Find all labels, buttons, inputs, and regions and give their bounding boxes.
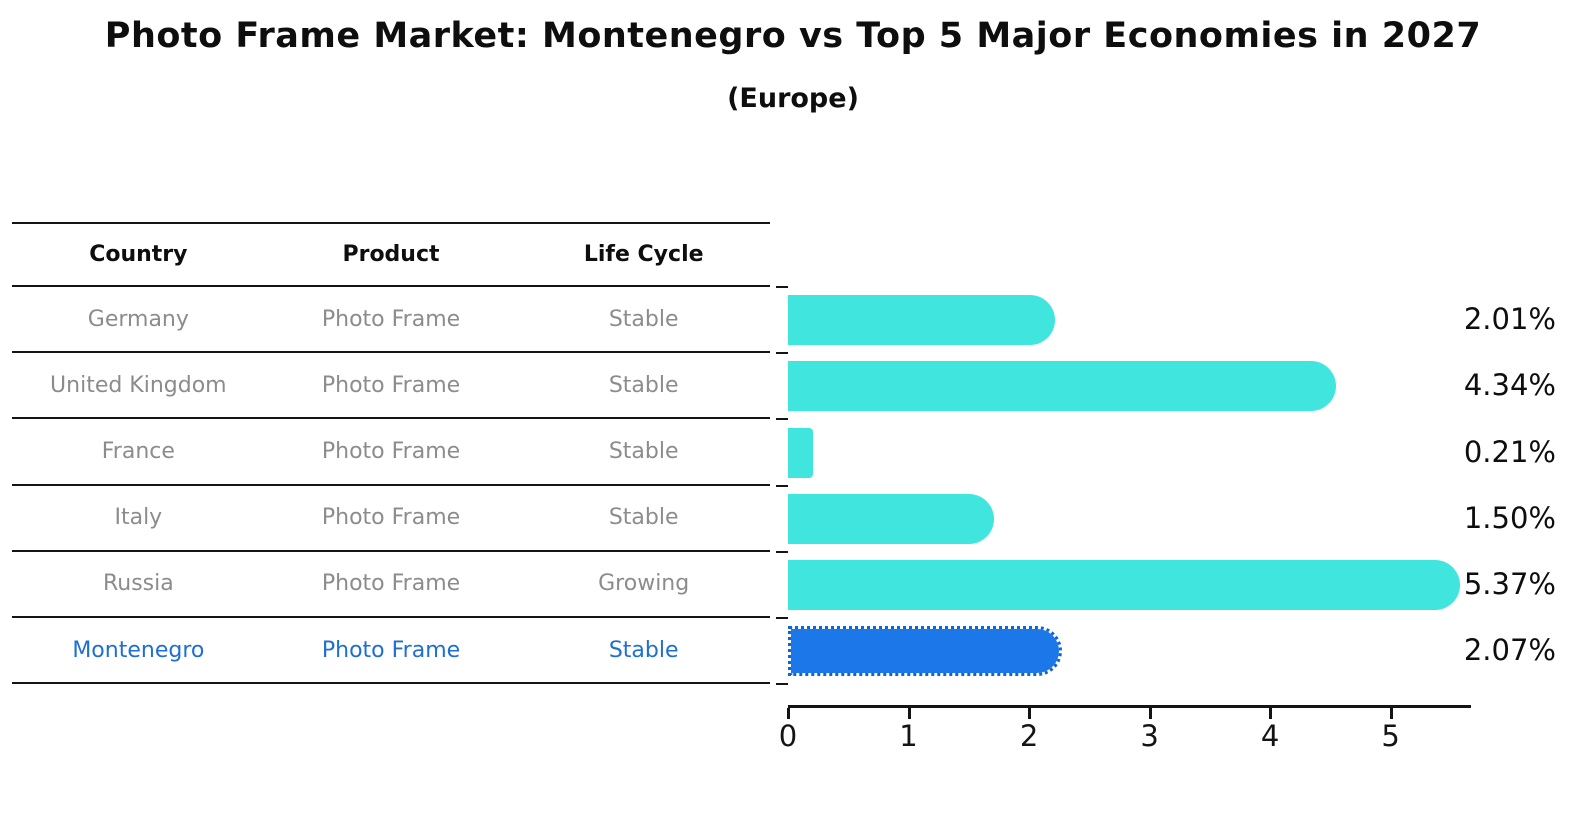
bar-france xyxy=(788,427,814,478)
cell-country: Germany xyxy=(87,306,189,332)
cell-country: Montenegro xyxy=(72,637,205,663)
bar-russia xyxy=(788,559,1461,610)
table-row-italy: Italy Photo Frame Stable xyxy=(12,486,770,552)
x-tick-5 xyxy=(1389,708,1393,719)
cell-country: Italy xyxy=(114,505,163,531)
value-label-montenegro: 2.07% xyxy=(1463,633,1556,668)
value-label-united-kingdom: 4.34% xyxy=(1463,368,1556,403)
bar-italy xyxy=(788,493,994,544)
y-tick-1 xyxy=(776,352,788,355)
cell-product: Photo Frame xyxy=(321,637,461,663)
value-label-russia: 5.37% xyxy=(1463,566,1556,601)
cell-product: Photo Frame xyxy=(321,372,461,398)
table-header-product: Product xyxy=(342,242,440,267)
x-axis-line xyxy=(788,705,1471,708)
x-tick-1 xyxy=(907,708,911,719)
chart-title: Photo Frame Market: Montenegro vs Top 5 … xyxy=(104,16,1482,56)
chart-subtitle: (Europe) xyxy=(727,83,859,114)
y-tick-5 xyxy=(776,617,788,619)
cell-lifecycle: Growing xyxy=(598,571,690,597)
x-tick-3 xyxy=(1148,708,1152,719)
y-tick-6 xyxy=(776,683,788,686)
cell-product: Photo Frame xyxy=(321,505,461,531)
x-tick-label-1: 1 xyxy=(899,719,918,753)
table-header-country: Country xyxy=(89,242,188,267)
x-tick-label-0: 0 xyxy=(778,719,798,753)
x-tick-2 xyxy=(1028,708,1032,719)
cell-country: United Kingdom xyxy=(50,372,227,398)
bar-united-kingdom xyxy=(788,361,1337,412)
value-label-germany: 2.01% xyxy=(1463,302,1556,337)
bar-germany xyxy=(788,295,1056,346)
cell-lifecycle: Stable xyxy=(608,505,679,531)
x-tick-label-4: 4 xyxy=(1260,719,1280,753)
x-tick-label-5: 5 xyxy=(1381,719,1400,753)
cell-lifecycle: Stable xyxy=(608,372,679,398)
cell-country: Russia xyxy=(102,571,174,597)
table-header-row: Country Product Life Cycle xyxy=(12,224,770,287)
cell-country: France xyxy=(101,438,175,464)
table-header-lifecycle: Life Cycle xyxy=(583,242,704,267)
table-row-france: France Photo Frame Stable xyxy=(12,419,770,486)
value-label-italy: 1.50% xyxy=(1463,500,1556,535)
table-row-russia: Russia Photo Frame Growing xyxy=(12,552,770,618)
y-tick-0 xyxy=(776,286,788,288)
cell-product: Photo Frame xyxy=(321,571,461,597)
x-tick-4 xyxy=(1269,708,1273,719)
y-tick-2 xyxy=(776,418,788,421)
table-body: Germany Photo Frame Stable United Kingdom Ph… xyxy=(12,287,770,685)
table-row-montenegro: Montenegro Photo Frame Stable xyxy=(12,618,770,685)
x-tick-0 xyxy=(787,708,790,719)
cell-lifecycle: Stable xyxy=(608,306,679,332)
value-label-france: 0.21% xyxy=(1463,434,1556,469)
bar-montenegro xyxy=(788,626,1063,677)
cell-lifecycle: Stable xyxy=(608,438,679,464)
table-row-united-kingdom: United Kingdom Photo Frame Stable xyxy=(12,353,770,420)
cell-product: Photo Frame xyxy=(321,306,461,332)
y-tick-4 xyxy=(776,550,788,553)
y-tick-3 xyxy=(776,484,788,487)
cell-product: Photo Frame xyxy=(321,438,461,464)
country-table: Country Product Life Cycle Germany Photo … xyxy=(12,222,770,685)
cell-lifecycle: Stable xyxy=(608,637,679,663)
x-tick-label-3: 3 xyxy=(1140,719,1159,753)
table-row-germany: Germany Photo Frame Stable xyxy=(12,287,770,354)
x-tick-label-2: 2 xyxy=(1019,719,1039,753)
